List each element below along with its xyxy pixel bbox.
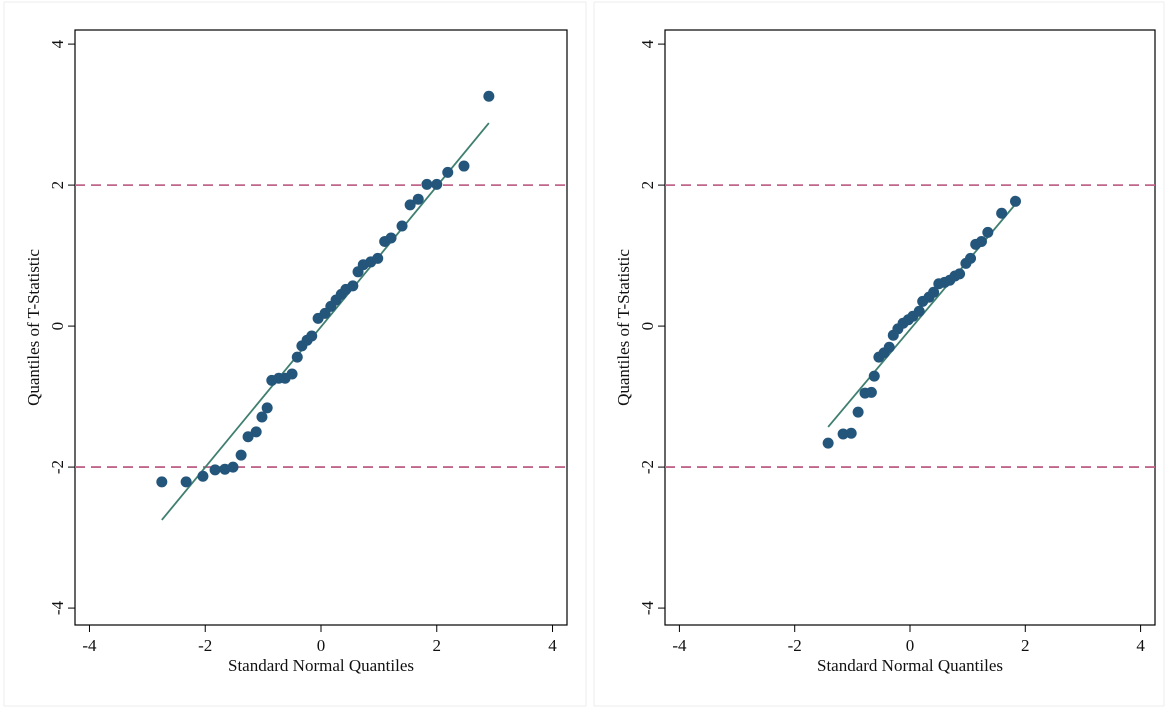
point — [372, 252, 384, 264]
point — [347, 280, 359, 292]
y-tick-label: -2 — [48, 460, 67, 474]
point — [396, 220, 408, 232]
point — [996, 207, 1008, 219]
x-tick-label: 4 — [548, 636, 557, 655]
y-tick-label: -2 — [638, 460, 657, 474]
point — [250, 426, 262, 438]
y-tick-label: 4 — [48, 39, 67, 48]
x-tick-label: -4 — [82, 636, 97, 655]
point — [837, 428, 849, 440]
point — [306, 330, 318, 342]
point — [965, 252, 977, 264]
y-tick-label: -4 — [638, 601, 657, 616]
point — [928, 286, 940, 298]
point — [975, 235, 987, 247]
point — [256, 411, 268, 423]
point — [1009, 195, 1021, 207]
point — [404, 199, 416, 211]
x-tick-label: 2 — [433, 636, 442, 655]
x-axis-label: Standard Normal Quantiles — [228, 656, 414, 675]
y-tick-label: -4 — [48, 601, 67, 616]
plot-frame — [664, 29, 1156, 626]
point — [954, 268, 966, 280]
point — [865, 386, 877, 398]
x-tick-label: 0 — [906, 636, 915, 655]
point — [483, 90, 495, 102]
point — [845, 427, 857, 439]
point — [913, 305, 925, 317]
point — [868, 370, 880, 382]
y-tick-label: 2 — [48, 181, 67, 190]
x-axis-label: Standard Normal Quantiles — [817, 656, 1003, 675]
point — [982, 226, 994, 238]
point — [442, 166, 454, 178]
y-tick-label: 2 — [638, 181, 657, 190]
y-axis-label: Quantiles of T-Statistic — [24, 249, 43, 406]
point — [385, 232, 397, 244]
point — [197, 470, 209, 482]
x-tick-label: -2 — [198, 636, 212, 655]
point — [235, 449, 247, 461]
point — [261, 402, 273, 414]
point — [852, 406, 864, 418]
point — [156, 476, 168, 488]
point — [822, 437, 834, 449]
y-tick-label: 0 — [48, 322, 67, 331]
point — [412, 193, 424, 205]
point — [227, 461, 239, 473]
x-tick-label: -2 — [788, 636, 802, 655]
panel-frame — [593, 1, 1165, 707]
x-tick-label: -4 — [672, 636, 687, 655]
point — [421, 178, 433, 190]
x-tick-label: 2 — [1021, 636, 1030, 655]
point — [291, 351, 303, 363]
x-tick-label: 4 — [1136, 636, 1145, 655]
point — [286, 368, 298, 380]
point — [883, 341, 895, 353]
y-tick-label: 4 — [638, 39, 657, 48]
y-axis-label: Quantiles of T-Statistic — [614, 249, 633, 406]
panel-frame — [3, 1, 587, 707]
point — [209, 464, 221, 476]
point — [242, 431, 254, 443]
point — [431, 178, 443, 190]
x-tick-label: 0 — [317, 636, 326, 655]
point — [180, 476, 192, 488]
y-tick-label: 0 — [638, 322, 657, 331]
point — [458, 160, 470, 172]
